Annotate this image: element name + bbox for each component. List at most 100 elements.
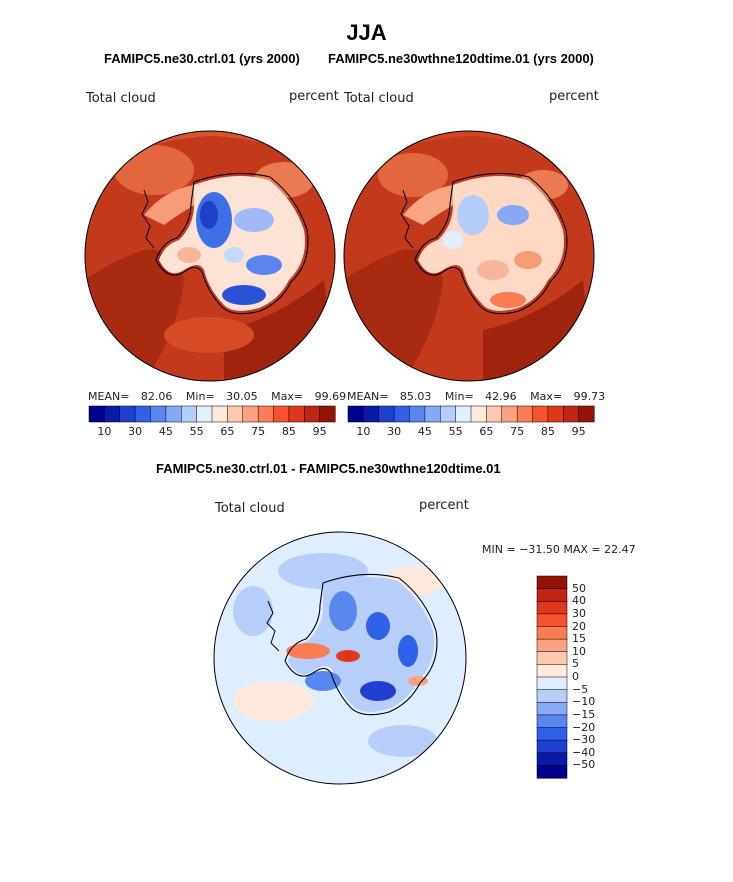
- right-field-label: Total cloud: [344, 91, 414, 106]
- colorbar-swatch: [536, 651, 568, 665]
- colorbar-tick-label: 55: [448, 425, 463, 438]
- colorbar-tick-label: 85: [281, 425, 296, 438]
- coastline: [284, 573, 438, 716]
- colorbar-swatch: [536, 739, 568, 754]
- left-stats: MEAN= 82.06 Min= 30.05 Max= 99.69: [88, 390, 346, 403]
- colorbar-swatch: [563, 405, 580, 423]
- right-max-value: 99.73: [573, 390, 606, 403]
- right-max-label: Max=: [530, 390, 563, 403]
- diff-colorbar-ticks: 50 40 30 20 15 10 5 0 −5 −10 −15 −20 −30 −40 −50: [570, 576, 610, 778]
- right-panel-title: FAMIPC5.ne30wthne120dtime.01 (yrs 2000): [328, 51, 594, 66]
- right-colorbar-ticks: 10 30 45 55 65 75 85 95: [348, 425, 594, 439]
- colorbar-swatch: [536, 689, 568, 703]
- diff-colorbar: [536, 575, 568, 779]
- colorbar-swatch: [88, 405, 105, 423]
- page-title: JJA: [346, 20, 387, 45]
- colorbar-tick-label: 55: [189, 425, 204, 438]
- colorbar-swatch: [486, 405, 503, 423]
- colorbar-tick-label: 40: [572, 594, 586, 608]
- colorbar-swatch: [319, 405, 336, 423]
- colorbar-swatch: [134, 405, 152, 423]
- colorbar-tick-label: −15: [572, 707, 596, 721]
- colorbar-swatch: [257, 405, 275, 423]
- coastline: [414, 172, 568, 315]
- antarctica-field: [159, 176, 305, 311]
- colorbar-swatch: [104, 405, 121, 423]
- colorbar-swatch: [516, 405, 534, 423]
- antarctica-field: [418, 176, 564, 311]
- colorbar-tick-label: 85: [540, 425, 555, 438]
- colorbar-swatch: [273, 405, 290, 423]
- right-min-label: Min=: [444, 390, 474, 403]
- left-mean-label: MEAN=: [88, 390, 130, 403]
- colorbar-tick-label: 65: [479, 425, 494, 438]
- coastline: [155, 172, 309, 315]
- colorbar-tick-label: 15: [572, 632, 586, 646]
- colorbar-tick-label: 75: [251, 425, 266, 438]
- colorbar-tick-label: −5: [572, 682, 589, 696]
- diff-panel-title: FAMIPC5.ne30.ctrl.01 - FAMIPC5.ne30wthne…: [156, 461, 501, 476]
- colorbar-swatch: [536, 664, 568, 678]
- colorbar-swatch: [181, 405, 198, 423]
- colorbar-tick-label: 10: [572, 644, 586, 658]
- colorbar-tick-label: 0: [572, 670, 579, 683]
- colorbar-swatch: [536, 727, 568, 741]
- colorbar-swatch: [470, 405, 487, 423]
- left-field-label: Total cloud: [86, 91, 156, 106]
- colorbar-tick-label: 65: [220, 425, 235, 438]
- colorbar-tick-label: 30: [387, 425, 402, 438]
- right-stats: MEAN= 85.03 Min= 42.96 Max= 99.73: [347, 390, 605, 403]
- left-mean-value: 82.06: [140, 390, 173, 403]
- colorbar-tick-label: 20: [572, 619, 586, 633]
- colorbar-tick-label: 30: [128, 425, 143, 438]
- colorbar-swatch: [455, 405, 472, 423]
- colorbar-swatch: [536, 626, 568, 640]
- colorbar-tick-label: −10: [572, 695, 596, 709]
- left-colorbar-ticks: 10 30 45 55 65 75 85 95: [89, 425, 335, 439]
- colorbar-tick-label: −40: [572, 745, 596, 759]
- colorbar-swatch: [536, 752, 568, 766]
- colorbar-swatch: [304, 405, 321, 423]
- colorbar-swatch: [409, 405, 426, 423]
- colorbar-swatch: [536, 588, 568, 602]
- colorbar-tick-label: −50: [572, 758, 596, 772]
- right-colorbar: [347, 405, 595, 423]
- colorbar-tick-label: −30: [572, 733, 596, 747]
- colorbar-tick-label: 95: [571, 425, 586, 438]
- left-min-label: Min=: [185, 390, 215, 403]
- colorbar-tick-label: 50: [572, 581, 586, 595]
- left-min-value: 30.05: [226, 390, 258, 403]
- colorbar-tick-label: 95: [312, 425, 327, 438]
- colorbar-swatch: [536, 702, 568, 716]
- right-mean-value: 85.03: [399, 390, 432, 403]
- colorbar-swatch: [536, 765, 568, 779]
- colorbar-swatch: [536, 575, 568, 590]
- diff-field-label: Total cloud: [215, 501, 285, 516]
- colorbar-swatch: [150, 405, 167, 423]
- left-panel-title: FAMIPC5.ne30.ctrl.01 (yrs 2000): [104, 51, 300, 66]
- left-max-label: Max=: [271, 390, 304, 403]
- colorbar-tick-label: 45: [417, 425, 432, 438]
- left-max-value: 99.69: [314, 390, 347, 403]
- colorbar-swatch: [211, 405, 228, 423]
- colorbar-swatch: [242, 405, 259, 423]
- colorbar-tick-label: 30: [572, 606, 586, 620]
- colorbar-swatch: [227, 405, 244, 423]
- colorbar-swatch: [363, 405, 380, 423]
- colorbar-swatch: [547, 405, 564, 423]
- right-min-value: 42.96: [485, 390, 517, 403]
- colorbar-tick-label: 10: [356, 425, 371, 438]
- colorbar-swatch: [578, 405, 595, 423]
- colorbar-swatch: [536, 676, 568, 691]
- left-polar-map: [84, 130, 336, 382]
- colorbar-tick-label: 75: [510, 425, 525, 438]
- colorbar-swatch: [532, 405, 549, 423]
- colorbar-swatch: [536, 613, 568, 628]
- colorbar-swatch: [119, 405, 136, 423]
- colorbar-swatch: [536, 638, 568, 653]
- antarctica-field: [288, 577, 434, 712]
- right-mean-label: MEAN=: [347, 390, 389, 403]
- colorbar-swatch: [536, 714, 568, 729]
- colorbar-tick-label: −20: [572, 720, 596, 734]
- colorbar-swatch: [378, 405, 395, 423]
